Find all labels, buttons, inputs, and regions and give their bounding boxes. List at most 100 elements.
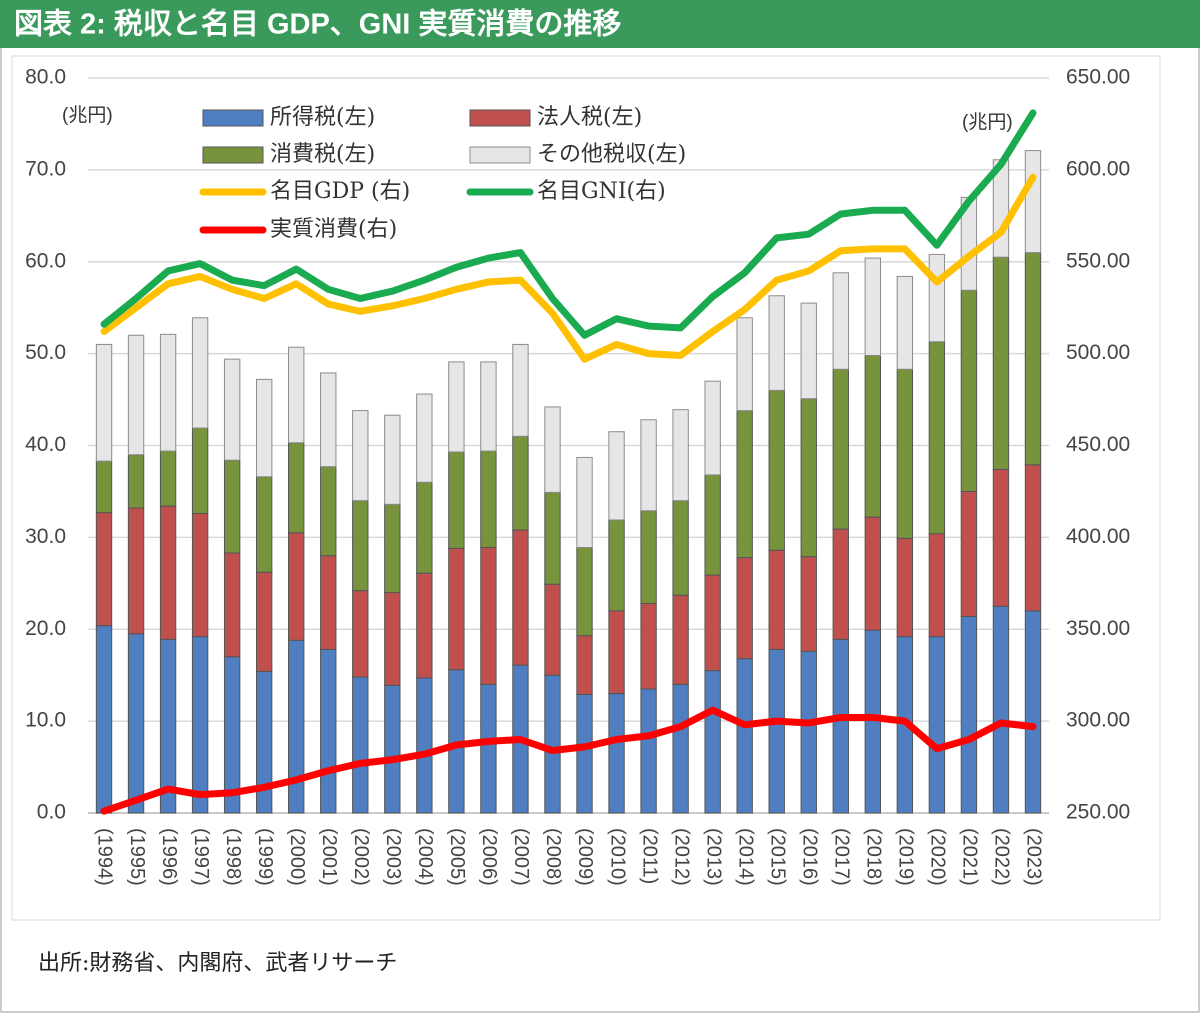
bar-segment [704, 574, 721, 672]
title-bar [0, 0, 1200, 48]
legend-label: 名目GNI(右) [537, 179, 666, 204]
bar-segment [928, 533, 946, 638]
y2-axis-label: (兆円) [962, 111, 1013, 133]
x-tick-label: (2019) [895, 828, 917, 886]
bar-segment [832, 368, 849, 530]
bar-segment [928, 341, 946, 535]
bar-segment [127, 633, 145, 814]
x-tick-label: (2016) [798, 828, 820, 886]
bar-segment [768, 549, 785, 650]
bar-segment [832, 638, 849, 814]
bar-segment [127, 507, 145, 635]
bar-segment [704, 670, 721, 814]
x-tick-label: (2021) [959, 828, 981, 886]
bar-segment [800, 650, 817, 814]
bar-segment [1024, 464, 1042, 612]
bar-segment [640, 603, 657, 690]
bar-segment [127, 334, 145, 456]
x-tick-label: (1995) [126, 828, 148, 886]
bar-segment [992, 468, 1010, 607]
bar-segment [800, 556, 817, 652]
bar-segment [352, 500, 369, 592]
y2-tick-label: 550.00 [1066, 249, 1130, 272]
bar-segment [800, 398, 817, 558]
y-tick-label: 70.0 [25, 157, 66, 180]
bar-segment [544, 674, 561, 814]
x-tick-label: (2001) [318, 828, 340, 886]
bar-segment [288, 346, 305, 444]
bar-segment [416, 481, 433, 574]
y2-tick-label: 300.00 [1066, 709, 1130, 732]
bar-segment [544, 406, 561, 493]
bar-segment [960, 615, 978, 814]
bar-segment [255, 378, 273, 478]
bar-segment [736, 317, 753, 412]
bar-segment [320, 555, 337, 650]
bar-segment [608, 693, 625, 814]
bar-segment [320, 466, 337, 557]
bar-segment [255, 671, 273, 814]
line-series [100, 109, 1037, 339]
bar-segment [544, 583, 561, 676]
bar-segment [159, 333, 177, 452]
bar-segment [768, 648, 785, 814]
legend-label: 所得税(左) [270, 105, 375, 130]
bar-segment [191, 427, 209, 514]
y-tick-label: 50.0 [25, 341, 66, 364]
bar-segment [95, 343, 113, 462]
source-note: 出所:財務省、内閣府、武者リサーチ [38, 951, 397, 976]
x-tick-label: (2009) [574, 828, 596, 886]
bar-segment [480, 683, 497, 814]
bar-segment [544, 491, 561, 585]
bar-segment [576, 635, 593, 695]
y2-tick-label: 500.00 [1066, 341, 1130, 364]
bar-segment [608, 431, 625, 521]
legend-label: 名目GDP (右) [270, 179, 410, 204]
bar-segment [95, 460, 113, 514]
bar-segment [288, 639, 305, 814]
bar-segment [768, 295, 785, 391]
bar-segment [896, 275, 914, 370]
bar-segment [800, 302, 817, 400]
bar-segment [704, 474, 721, 576]
bar-segment [448, 547, 465, 671]
bar-segment [736, 658, 753, 814]
legend-swatch [469, 146, 531, 164]
legend-swatch [469, 109, 531, 127]
legend-label: その他税収(左) [537, 142, 686, 167]
x-tick-label: (2008) [542, 828, 564, 886]
bar-segment [384, 592, 401, 686]
bar-segment [95, 512, 113, 627]
x-tick-label: (2002) [350, 828, 372, 886]
bar-segment [576, 546, 593, 637]
bar-segment [512, 529, 529, 666]
y2-tick-label: 600.00 [1066, 157, 1130, 180]
y-tick-label: 80.0 [25, 66, 66, 89]
x-tick-label: (2006) [478, 828, 500, 886]
x-tick-label: (2014) [734, 828, 756, 886]
bar-segment [704, 380, 721, 476]
x-tick-label: (2003) [382, 828, 404, 886]
x-tick-label: (1994) [94, 828, 116, 886]
bar-segment [159, 450, 177, 507]
bar-segment [255, 571, 273, 673]
bar-segment [640, 419, 657, 512]
bar-segment [191, 317, 209, 429]
y-tick-label: 20.0 [25, 617, 66, 640]
bar-segment [928, 636, 946, 814]
bar-segment [320, 648, 337, 814]
line-series [100, 173, 1037, 363]
bar-segment [736, 557, 753, 660]
y2-tick-label: 350.00 [1066, 617, 1130, 640]
bar-segment [896, 537, 914, 638]
y-tick-label: 30.0 [25, 525, 66, 548]
y2-tick-label: 400.00 [1066, 525, 1130, 548]
x-tick-label: (2000) [286, 828, 308, 886]
bar-segment [576, 693, 593, 814]
bar-segment [960, 289, 978, 492]
bar-segment [95, 625, 113, 814]
bar-segment [384, 503, 401, 593]
bar-segment [384, 684, 401, 814]
bar-segment [832, 528, 849, 640]
